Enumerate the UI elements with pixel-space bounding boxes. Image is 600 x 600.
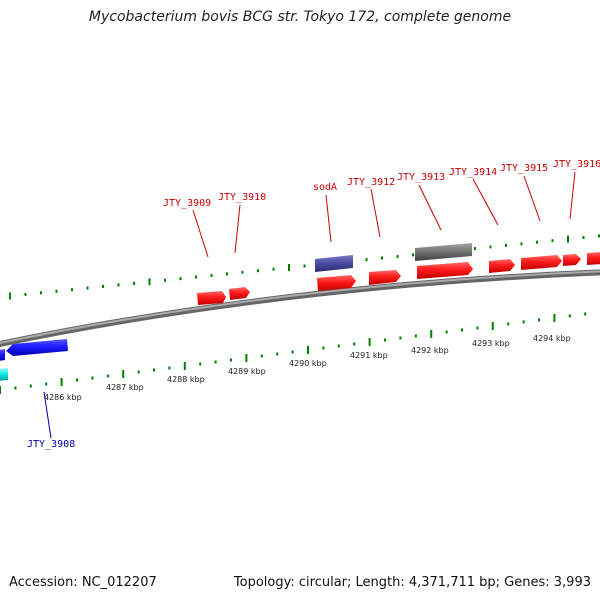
- rna-feature: [315, 255, 353, 272]
- gene-label[interactable]: sodA: [313, 182, 337, 193]
- gene-label[interactable]: JTY_3909: [163, 198, 211, 209]
- pseudogene-feature: [415, 243, 472, 261]
- gene-arrow[interactable]: [417, 262, 473, 279]
- topology-summary: Topology: circular; Length: 4,371,711 bp…: [233, 575, 591, 590]
- gene-arrow[interactable]: [197, 291, 226, 305]
- gene-arrow[interactable]: [587, 252, 600, 265]
- gene-arrow[interactable]: [563, 254, 581, 266]
- callout-line: [43, 391, 52, 439]
- cyan-feature[interactable]: [0, 368, 8, 381]
- gene-labels: JTY_3909 JTY_3910 sodA JTY_3912 JTY_3913 JTY_…: [27, 159, 600, 450]
- callout-line: [523, 175, 541, 222]
- scale-label: 4287 kbp: [106, 383, 144, 392]
- callout-line: [418, 184, 442, 231]
- scale-label: 4292 kbp: [411, 346, 449, 355]
- scale-label: 4286 kbp: [44, 393, 82, 402]
- gene-arrow[interactable]: [229, 287, 250, 300]
- gene-arrow[interactable]: [369, 270, 401, 285]
- callout-line: [192, 209, 209, 258]
- gene-arrow[interactable]: [521, 255, 562, 270]
- gene-label[interactable]: JTY_3908: [27, 439, 75, 450]
- gene-label[interactable]: JTY_3916: [553, 159, 600, 170]
- scale-label: 4288 kbp: [167, 375, 205, 384]
- gene-label[interactable]: JTY_3913: [397, 172, 445, 183]
- gene-label[interactable]: JTY_3915: [500, 163, 548, 174]
- gene-label[interactable]: JTY_3914: [449, 167, 497, 178]
- gene-label[interactable]: JTY_3912: [347, 177, 395, 188]
- callout-line: [569, 171, 576, 220]
- scale-label: 4294 kbp: [533, 334, 571, 343]
- reverse-gene-track: [0, 339, 68, 381]
- reverse-tick-track: [0, 312, 587, 394]
- accession-label: Accession: NC_012207: [9, 575, 157, 590]
- gene-arrow[interactable]: [489, 259, 515, 273]
- callout-line: [472, 178, 499, 226]
- genome-title: Mycobacterium bovis BCG str. Tokyo 172, …: [88, 9, 512, 25]
- scale-label: 4291 kbp: [350, 351, 388, 360]
- genome-backbone: [0, 269, 600, 347]
- feature-track: [315, 243, 472, 272]
- callout-line: [234, 204, 241, 254]
- gene-label[interactable]: JTY_3910: [218, 192, 266, 203]
- scale-label: 4293 kbp: [472, 339, 510, 348]
- callout-line: [370, 188, 381, 238]
- scale-labels: 4286 kbp 4287 kbp 4288 kbp 4289 kbp 4290 kbp…: [44, 334, 571, 402]
- callout-line: [325, 194, 332, 243]
- gene-arrow[interactable]: [0, 349, 5, 361]
- forward-gene-track: [197, 252, 600, 305]
- gene-arrow[interactable]: [6, 339, 68, 356]
- scale-label: 4290 kbp: [289, 359, 327, 368]
- scale-label: 4289 kbp: [228, 367, 266, 376]
- gene-arrow[interactable]: [317, 275, 356, 291]
